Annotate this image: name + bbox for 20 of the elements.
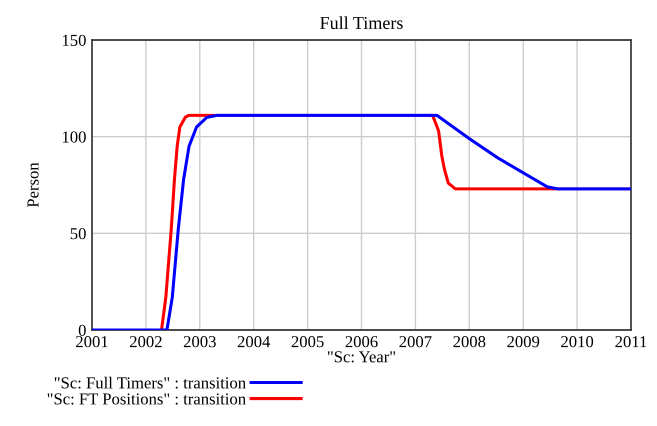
y-tick-label: 0	[78, 324, 86, 336]
x-tick-label: 2008	[453, 336, 486, 348]
chart-title: Full Timers	[320, 16, 403, 30]
x-tick-label: 2002	[130, 336, 162, 348]
x-tick-label: 2001	[76, 336, 108, 348]
y-axis-title: Person	[28, 162, 39, 208]
x-tick-label: 2007	[399, 336, 432, 348]
y-tick-label: 100	[62, 131, 86, 143]
x-tick-label: 2009	[507, 336, 540, 348]
legend-label: "Sc: Full Timers" : transition	[54, 376, 246, 389]
x-tick-label: 2006	[346, 336, 378, 348]
x-tick-label: 2011	[615, 336, 646, 348]
x-tick-label: 2004	[238, 336, 270, 348]
y-tick-label: 50	[70, 228, 86, 240]
legend-label: "Sc: FT Positions" : transition	[48, 393, 246, 405]
y-tick-label: 150	[62, 34, 86, 46]
x-tick-label: 2005	[292, 336, 324, 348]
x-tick-label: 2010	[561, 336, 594, 348]
x-tick-label: 2003	[184, 336, 216, 348]
x-axis-title: "Sc: Year"	[328, 351, 396, 362]
